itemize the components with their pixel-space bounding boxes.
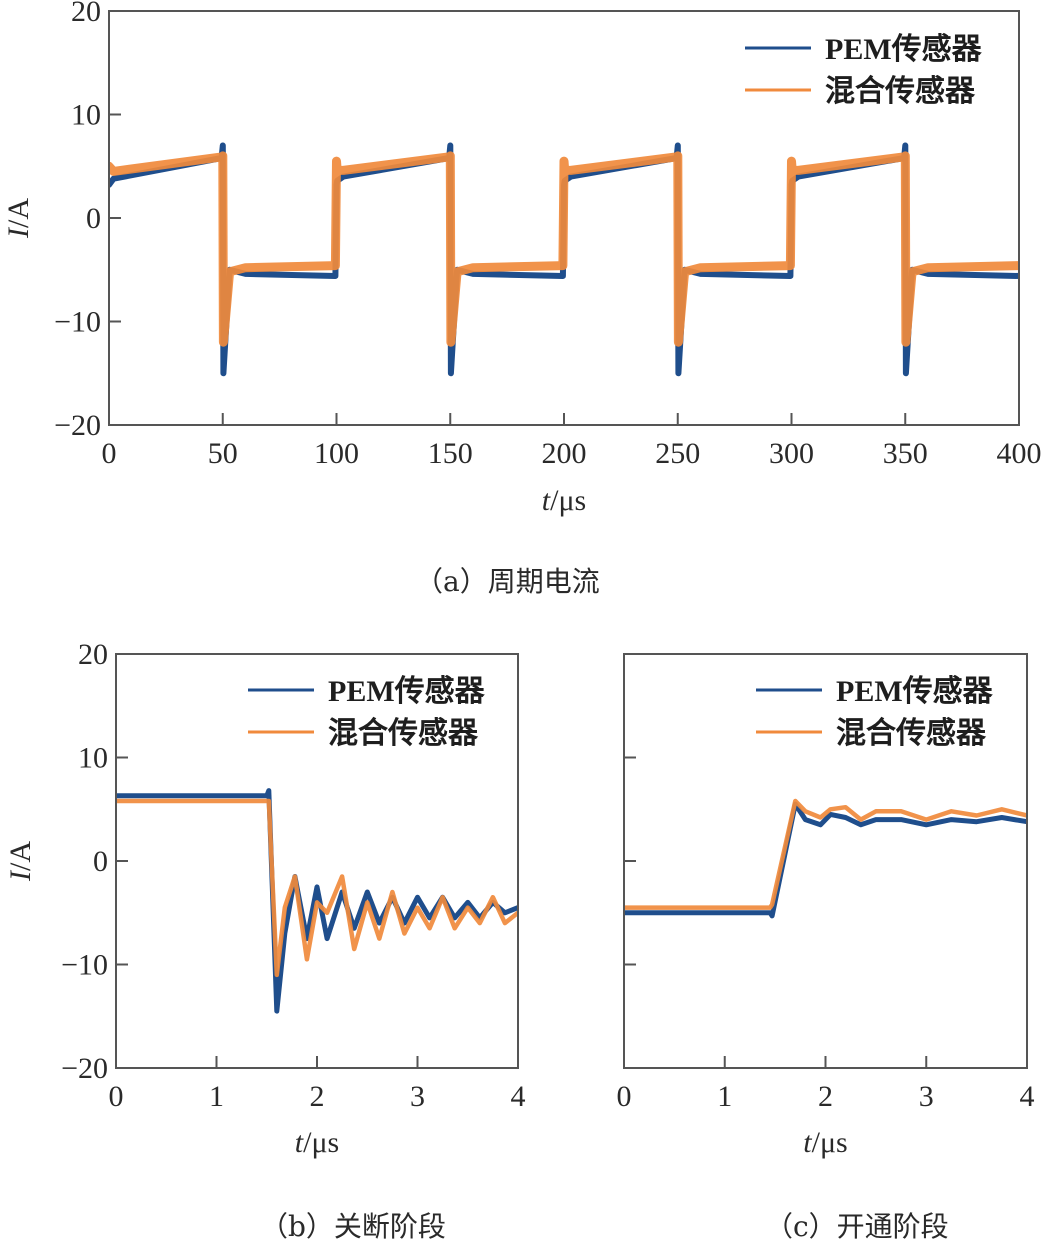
x-tick-label: 3 [919,1080,934,1113]
x-tick-label: 2 [818,1080,833,1113]
y-tick-label: −20 [54,409,101,442]
series-pem-sensor [624,804,1027,916]
y-tick-label: −20 [61,1052,108,1085]
y-tick-label: 10 [78,742,108,775]
x-tick-label: 50 [208,437,238,470]
series-group [624,801,1027,916]
legend-label-pem: PEM传感器 [328,675,486,708]
caption-a: （a）周期电流 [415,560,600,600]
x-tick-label: 0 [109,1080,124,1113]
x-tick-label: 4 [511,1080,526,1113]
x-tick-label: 200 [542,437,587,470]
legend-label-pem: PEM传感器 [825,33,983,66]
x-tick-label: 350 [883,437,928,470]
y-tick-label: 0 [86,202,101,235]
series-group [116,791,518,1012]
x-tick-label: 150 [428,437,473,470]
y-tick-label: −10 [54,306,101,339]
y-tick-label: 20 [71,0,101,28]
x-tick-label: 300 [769,437,814,470]
y-axis-label: I/A [2,198,35,239]
x-tick-label: 250 [655,437,700,470]
x-tick-label: 4 [1020,1080,1035,1113]
series-group [109,146,1019,374]
y-tick-label: 10 [71,99,101,132]
x-tick-label: 0 [102,437,117,470]
x-tick-label: 1 [717,1080,732,1113]
legend-label-hybrid: 混合传感器 [836,716,987,750]
legend-label-pem: PEM传感器 [836,675,994,708]
x-tick-label: 0 [617,1080,632,1113]
x-tick-label: 3 [410,1080,425,1113]
x-axis-label: t/μs [542,484,586,517]
y-tick-label: 20 [78,638,108,671]
legend-label-hybrid: 混合传感器 [825,74,976,108]
x-tick-label: 100 [314,437,359,470]
x-axis-label: t/μs [803,1126,847,1159]
y-tick-label: 0 [93,845,108,878]
legend-label-hybrid: 混合传感器 [328,716,479,750]
y-tick-label: −10 [61,949,108,982]
caption-c: （c）开通阶段 [765,1205,949,1245]
series-hybrid-sensor [109,156,1019,342]
caption-b: （b）关断阶段 [260,1205,446,1245]
x-tick-label: 400 [997,437,1041,470]
x-tick-label: 1 [209,1080,224,1113]
x-tick-label: 2 [310,1080,325,1113]
x-axis-label: t/μs [295,1126,339,1159]
plot-a-periodic-current: 0 50 100 150 200 250 300 350 400 −20 −10 0 10 20 t/μs I… [2,0,1041,517]
y-axis-label: I/A [4,841,37,882]
